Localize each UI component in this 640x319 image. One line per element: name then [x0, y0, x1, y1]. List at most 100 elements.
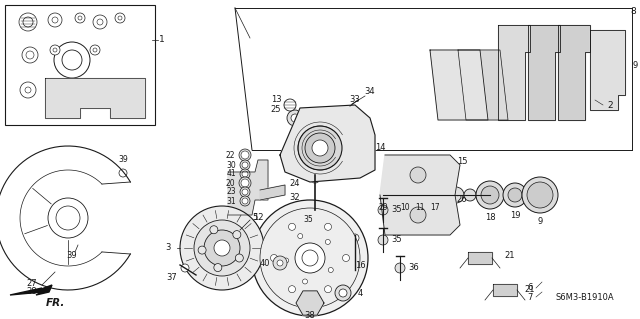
Circle shape: [54, 42, 90, 78]
Circle shape: [181, 264, 189, 272]
Polygon shape: [380, 155, 460, 235]
Text: 15: 15: [457, 158, 467, 167]
Circle shape: [464, 189, 476, 201]
Text: 25: 25: [271, 105, 281, 114]
Circle shape: [324, 223, 332, 230]
Text: 5: 5: [252, 213, 258, 222]
Circle shape: [273, 256, 287, 270]
Polygon shape: [458, 50, 508, 120]
Polygon shape: [280, 105, 375, 182]
Circle shape: [260, 208, 360, 308]
Circle shape: [90, 45, 100, 55]
Text: 27: 27: [27, 278, 37, 287]
Circle shape: [239, 149, 251, 161]
Text: 18: 18: [484, 212, 495, 221]
Text: 29: 29: [378, 203, 388, 211]
Circle shape: [522, 177, 558, 213]
Polygon shape: [493, 284, 517, 296]
Circle shape: [335, 285, 351, 301]
Text: 2: 2: [607, 100, 613, 109]
Text: 9: 9: [538, 217, 543, 226]
Text: 23: 23: [226, 188, 236, 197]
Circle shape: [298, 126, 342, 170]
Circle shape: [240, 187, 250, 197]
Text: 11: 11: [415, 203, 425, 211]
Circle shape: [210, 226, 218, 234]
Circle shape: [287, 110, 303, 126]
Circle shape: [328, 268, 333, 272]
Text: 7: 7: [527, 293, 532, 301]
Circle shape: [198, 246, 206, 254]
Text: 30: 30: [226, 160, 236, 169]
Circle shape: [599, 57, 615, 73]
Circle shape: [351, 234, 359, 242]
Text: 35: 35: [303, 216, 313, 225]
Text: 10: 10: [400, 203, 410, 211]
Circle shape: [527, 182, 553, 208]
Circle shape: [48, 198, 88, 238]
Text: 8: 8: [630, 8, 636, 17]
Text: 12: 12: [253, 213, 263, 222]
Polygon shape: [10, 285, 52, 295]
Text: 22: 22: [225, 151, 235, 160]
Circle shape: [305, 133, 335, 163]
Circle shape: [93, 48, 97, 52]
Circle shape: [75, 13, 85, 23]
Circle shape: [310, 173, 320, 183]
Circle shape: [93, 15, 107, 29]
Circle shape: [97, 19, 103, 25]
Text: 4: 4: [357, 288, 363, 298]
Circle shape: [25, 87, 31, 93]
Circle shape: [214, 240, 230, 256]
Text: 40: 40: [260, 258, 270, 268]
Polygon shape: [558, 25, 590, 120]
Circle shape: [422, 187, 438, 203]
Text: 34: 34: [365, 87, 375, 97]
Circle shape: [291, 114, 299, 122]
Text: 26: 26: [457, 196, 467, 204]
Circle shape: [289, 223, 296, 230]
Circle shape: [242, 171, 248, 177]
Circle shape: [19, 13, 37, 31]
Circle shape: [284, 99, 296, 111]
Circle shape: [448, 187, 464, 203]
Circle shape: [312, 140, 328, 156]
Circle shape: [241, 151, 249, 159]
Circle shape: [56, 206, 80, 230]
Circle shape: [295, 243, 325, 273]
Polygon shape: [468, 252, 492, 264]
Circle shape: [412, 189, 424, 201]
Circle shape: [507, 73, 521, 87]
Text: 20: 20: [225, 179, 235, 188]
Circle shape: [61, 94, 69, 102]
Text: 37: 37: [166, 273, 177, 283]
Circle shape: [350, 107, 360, 117]
Circle shape: [242, 198, 248, 204]
Circle shape: [508, 188, 522, 202]
Circle shape: [118, 16, 122, 20]
Polygon shape: [45, 78, 145, 118]
Text: 21: 21: [525, 286, 535, 294]
Circle shape: [302, 295, 318, 311]
Circle shape: [289, 286, 296, 293]
Circle shape: [23, 17, 33, 27]
Circle shape: [342, 255, 349, 262]
Circle shape: [119, 169, 127, 177]
Circle shape: [236, 254, 243, 262]
Polygon shape: [430, 50, 488, 120]
Polygon shape: [260, 185, 285, 200]
Text: 39: 39: [67, 250, 77, 259]
Text: 1: 1: [159, 35, 165, 44]
Circle shape: [324, 286, 332, 293]
Text: 9: 9: [632, 61, 637, 70]
Circle shape: [204, 230, 240, 266]
Circle shape: [277, 260, 283, 266]
Bar: [5, 5, 155, 125]
Circle shape: [395, 263, 405, 273]
Text: FR.: FR.: [46, 298, 65, 308]
Text: S6M3-B1910A: S6M3-B1910A: [555, 293, 614, 302]
Circle shape: [481, 186, 499, 204]
Circle shape: [339, 289, 347, 297]
Circle shape: [252, 200, 368, 316]
Circle shape: [53, 48, 57, 52]
